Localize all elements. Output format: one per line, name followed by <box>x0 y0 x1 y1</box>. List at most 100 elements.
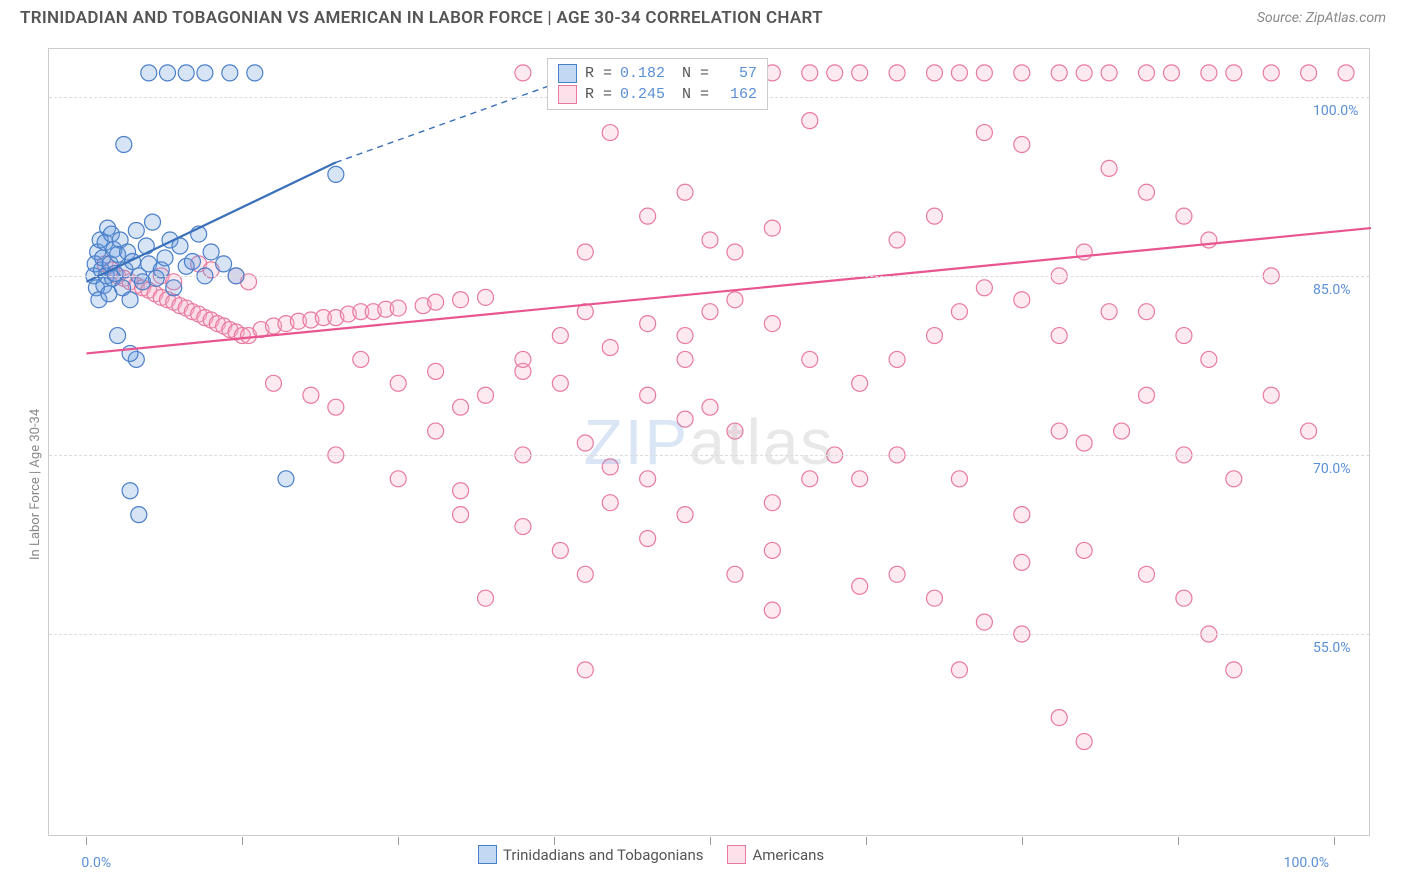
data-point <box>428 423 444 439</box>
data-point <box>852 471 868 487</box>
legend-label: Trinidadians and Tobagonians <box>503 846 703 864</box>
y-axis-label: In Labor Force | Age 30-34 <box>28 409 43 560</box>
y-tick-label: 85.0% <box>1313 282 1373 298</box>
data-point <box>428 294 444 310</box>
data-point <box>677 328 693 344</box>
data-point <box>390 471 406 487</box>
data-point <box>889 65 905 81</box>
data-point <box>265 375 281 391</box>
data-point <box>552 375 568 391</box>
data-point <box>852 578 868 594</box>
data-point <box>128 222 144 238</box>
legend-swatch <box>558 85 577 104</box>
data-point <box>453 507 469 523</box>
data-point <box>1014 507 1030 523</box>
data-point <box>640 316 656 332</box>
data-point <box>802 471 818 487</box>
stats-r-label: R = <box>585 86 612 103</box>
data-point <box>478 289 494 305</box>
data-point <box>1139 387 1155 403</box>
data-point <box>1139 566 1155 582</box>
data-point <box>889 232 905 248</box>
data-point <box>110 328 126 344</box>
data-point <box>116 137 132 153</box>
legend-swatch <box>558 64 577 83</box>
data-point <box>1338 65 1354 81</box>
data-point <box>1051 423 1067 439</box>
source-label: Source: ZipAtlas.com <box>1257 10 1386 26</box>
data-point <box>1014 292 1030 308</box>
data-point <box>1139 184 1155 200</box>
stats-r-value: 0.245 <box>620 86 674 103</box>
data-point <box>1076 65 1092 81</box>
data-point <box>159 65 175 81</box>
data-point <box>1014 137 1030 153</box>
data-point <box>976 280 992 296</box>
data-point <box>889 566 905 582</box>
legend-swatch <box>478 845 497 864</box>
data-point <box>976 614 992 630</box>
scatter-svg <box>49 49 1369 835</box>
x-tick <box>398 837 399 845</box>
data-point <box>1076 542 1092 558</box>
series-legend: Trinidadians and Tobagonians Americans <box>478 845 824 864</box>
data-point <box>1014 554 1030 570</box>
data-point <box>677 411 693 427</box>
data-point <box>951 65 967 81</box>
data-point <box>1301 423 1317 439</box>
stats-n-label: N = <box>682 86 709 103</box>
chart-title: TRINIDADIAN AND TOBAGONIAN VS AMERICAN I… <box>20 8 823 28</box>
data-point <box>640 531 656 547</box>
legend-item: Americans <box>727 845 824 864</box>
x-tick <box>554 837 555 845</box>
data-point <box>802 65 818 81</box>
legend-item: Trinidadians and Tobagonians <box>478 845 703 864</box>
data-point <box>178 65 194 81</box>
stats-legend-box: R = 0.182N = 57R = 0.245N = 162 <box>547 58 768 110</box>
data-point <box>1176 590 1192 606</box>
data-point <box>1163 65 1179 81</box>
x-tick-label: 0.0% <box>81 855 111 871</box>
data-point <box>515 65 531 81</box>
data-point <box>1201 232 1217 248</box>
data-point <box>577 566 593 582</box>
data-point <box>390 375 406 391</box>
data-point <box>976 125 992 141</box>
data-point <box>951 471 967 487</box>
legend-label: Americans <box>752 846 824 864</box>
data-point <box>602 125 618 141</box>
stats-legend-row: R = 0.245N = 162 <box>558 84 757 105</box>
x-tick <box>866 837 867 845</box>
data-point <box>453 292 469 308</box>
data-point <box>122 292 138 308</box>
data-point <box>1139 304 1155 320</box>
data-point <box>926 328 942 344</box>
data-point <box>1301 65 1317 81</box>
data-point <box>727 423 743 439</box>
data-point <box>602 495 618 511</box>
data-point <box>247 65 263 81</box>
data-point <box>1014 65 1030 81</box>
data-point <box>328 399 344 415</box>
x-tick <box>86 837 87 845</box>
data-point <box>802 113 818 129</box>
data-point <box>951 304 967 320</box>
data-point <box>328 166 344 182</box>
data-point <box>1101 65 1117 81</box>
data-point <box>577 244 593 260</box>
data-point <box>727 244 743 260</box>
data-point <box>1101 304 1117 320</box>
data-point <box>353 351 369 367</box>
data-point <box>727 292 743 308</box>
data-point <box>1263 387 1279 403</box>
x-tick <box>1178 837 1179 845</box>
title-bar: TRINIDADIAN AND TOBAGONIAN VS AMERICAN I… <box>0 0 1406 32</box>
data-point <box>1051 328 1067 344</box>
data-point <box>577 435 593 451</box>
data-point <box>1201 65 1217 81</box>
data-point <box>453 483 469 499</box>
data-point <box>802 351 818 367</box>
data-point <box>515 519 531 535</box>
stats-n-label: N = <box>682 65 709 82</box>
data-point <box>764 495 780 511</box>
